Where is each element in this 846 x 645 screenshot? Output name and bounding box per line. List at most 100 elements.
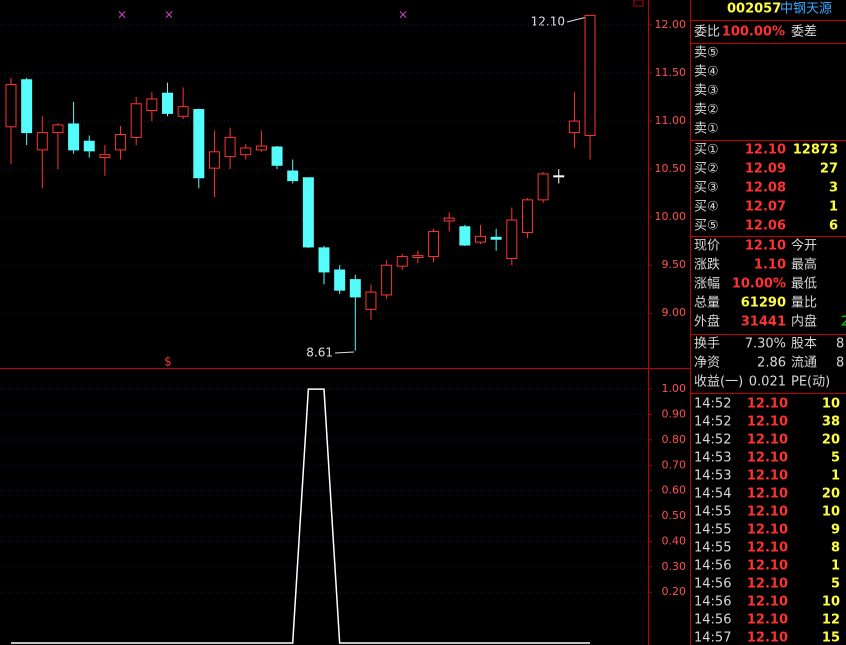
candle-body	[490, 236, 502, 240]
candle-body	[553, 175, 565, 178]
bid-label: 买④	[694, 200, 719, 215]
stat-label: PE(动)	[791, 375, 830, 390]
bid-price: 12.06	[745, 219, 786, 234]
quote-label: 现价	[694, 239, 720, 254]
trade-price: 12.10	[747, 451, 788, 466]
y-tick-label: 9.00	[662, 306, 687, 319]
quote-label: 量比	[791, 296, 817, 311]
candle-body	[224, 136, 236, 158]
value: 100.00%	[722, 25, 785, 40]
trade-price: 12.10	[747, 577, 788, 592]
marker: ×	[117, 8, 127, 22]
stat-value: 8	[836, 356, 844, 371]
trade-volume: 38	[822, 415, 840, 430]
trade-time: 14:57	[694, 631, 731, 645]
label: 委差	[791, 25, 817, 40]
label: 委比	[694, 25, 720, 40]
trade-volume: 15	[822, 631, 840, 645]
bid-price: 12.10	[745, 143, 786, 158]
candle-body	[208, 151, 220, 169]
marker: ×	[398, 8, 408, 22]
stat-value: 0.021	[749, 375, 786, 390]
quote-value: 2	[841, 315, 846, 330]
quote-value: 31441	[741, 315, 786, 330]
ask-label: 卖⑤	[694, 46, 719, 61]
bid-volume: 6	[829, 219, 838, 234]
trade-volume: 10	[822, 505, 840, 520]
y-tick-label: 0.70	[662, 458, 687, 471]
trade-time: 14:52	[694, 397, 731, 412]
high-annotation: 12.10	[531, 15, 565, 29]
stat-label: 换手	[694, 337, 720, 352]
trade-volume: 1	[831, 559, 840, 574]
signal: $	[164, 355, 172, 369]
candle-body	[146, 98, 158, 111]
quote-label: 总量	[694, 296, 720, 311]
y-tick-label: 9.50	[662, 258, 687, 271]
marker: ×	[164, 8, 174, 22]
candle-body	[334, 269, 346, 291]
quote-label: 涨幅	[694, 277, 720, 292]
candle-body	[36, 132, 48, 151]
candle-body	[5, 84, 17, 128]
trade-price: 12.10	[747, 541, 788, 556]
bid-label: 买⑤	[694, 219, 719, 234]
quote-label: 外盘	[694, 314, 720, 330]
candle-body	[506, 219, 518, 259]
trade-time: 14:56	[694, 595, 731, 610]
bid-volume: 27	[820, 162, 838, 177]
candle-body	[537, 173, 549, 201]
quote-value: 12.10	[745, 239, 786, 254]
annotation-arrow	[566, 16, 588, 23]
quote-value: 1.10	[754, 258, 786, 273]
stat-label: 收益(一)	[694, 375, 743, 390]
candle-body	[459, 226, 471, 246]
candle-body	[162, 92, 173, 114]
candle-body	[443, 217, 455, 222]
candle-body	[381, 264, 393, 296]
trade-price: 12.10	[747, 595, 788, 610]
bid-volume: 3	[829, 181, 838, 196]
candle-body	[302, 177, 314, 248]
candle-body	[584, 14, 596, 136]
y-tick-label: 10.00	[655, 210, 687, 223]
trade-volume: 12	[822, 613, 840, 628]
trade-time: 14:53	[694, 451, 731, 466]
y-tick-label: 11.50	[655, 66, 687, 79]
y-tick-label: 1.00	[662, 382, 687, 395]
candle-body	[99, 154, 111, 159]
window-button[interactable]	[633, 0, 644, 7]
stat-value: 2.86	[757, 356, 786, 371]
candle-body	[271, 146, 283, 166]
y-tick-label: 0.50	[662, 509, 687, 522]
bid-volume: 12873	[793, 143, 838, 158]
trade-price: 12.10	[747, 415, 788, 430]
trade-price: 12.10	[747, 487, 788, 502]
trade-time: 14:55	[694, 541, 731, 556]
candle-body	[68, 123, 80, 151]
ask-label: 卖③	[694, 84, 719, 99]
bid-label: 买①	[694, 143, 719, 158]
candle-body	[365, 291, 377, 310]
quote-value: 10.00%	[732, 277, 786, 292]
quote-label: 涨跌	[694, 257, 720, 273]
candle-body	[193, 109, 205, 179]
bid-volume: 1	[829, 200, 838, 215]
trade-time: 14:53	[694, 469, 731, 484]
candle-body	[568, 120, 580, 134]
stat-label: 净资	[694, 356, 720, 371]
trade-volume: 10	[822, 397, 840, 412]
y-tick-label: 0.60	[662, 484, 687, 497]
stat-value: 8	[836, 337, 844, 352]
trade-volume: 8	[831, 541, 840, 556]
y-tick-label: 12.00	[655, 18, 687, 31]
trade-price: 12.10	[747, 523, 788, 538]
trade-time: 14:52	[694, 433, 731, 448]
candle-body	[287, 170, 299, 182]
candle-body	[21, 79, 33, 134]
trade-volume: 1	[831, 469, 840, 484]
candle-body	[475, 235, 486, 243]
low-annotation: 8.61	[306, 346, 333, 360]
stat-label: 流通	[791, 356, 817, 371]
